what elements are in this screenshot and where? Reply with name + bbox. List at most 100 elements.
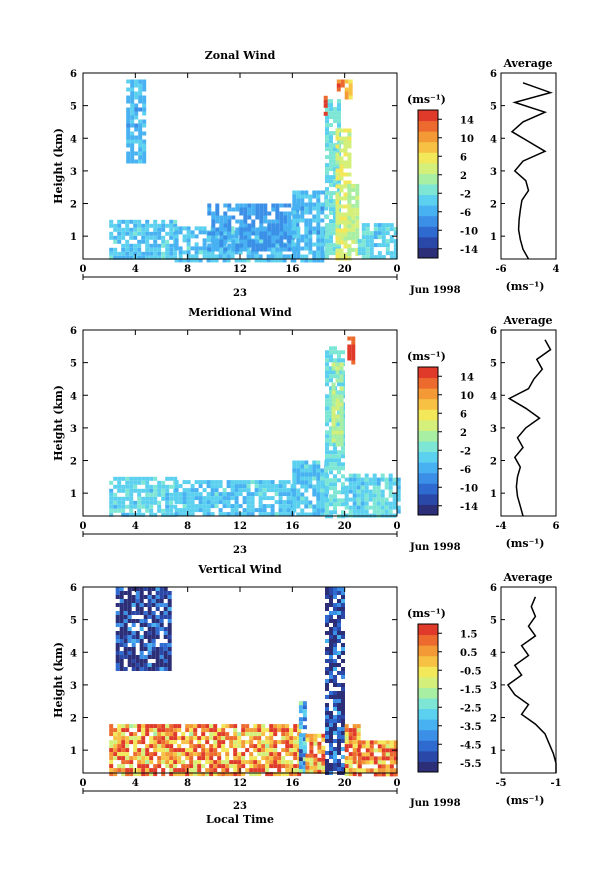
- heatmap-cell: [329, 747, 333, 751]
- heatmap-cell: [246, 484, 251, 489]
- heatmap-cell: [356, 736, 361, 741]
- heatmap-cell: [155, 607, 160, 611]
- heatmap-cell: [348, 91, 353, 96]
- meridional-wind-profile-title: Average: [502, 314, 552, 327]
- heatmap-cell: [325, 751, 329, 755]
- heatmap-cell: [388, 493, 393, 498]
- heatmap-cell: [174, 508, 179, 513]
- heatmap-cell: [215, 227, 220, 232]
- heatmap-cell: [325, 458, 329, 463]
- heatmap-cell: [333, 498, 337, 503]
- heatmap-cell: [254, 488, 259, 493]
- heatmap-cell: [300, 206, 305, 211]
- colorbar-swatch: [418, 761, 438, 773]
- heatmap-cell: [325, 623, 329, 627]
- heatmap-cell: [341, 691, 345, 695]
- heatmap-cell: [275, 235, 280, 240]
- heatmap-cell: [121, 744, 126, 749]
- heatmap-cell: [230, 512, 235, 517]
- heatmap-cell: [348, 485, 353, 490]
- heatmap-cell: [333, 350, 337, 355]
- heatmap-cell: [341, 695, 345, 699]
- profile-y-tick-label: 3: [490, 167, 497, 178]
- heatmap-cell: [263, 239, 268, 244]
- heatmap-cell: [321, 761, 326, 766]
- heatmap-cell: [205, 752, 210, 757]
- heatmap-cell: [109, 748, 114, 753]
- heatmap-cell: [119, 667, 124, 671]
- x-tick-label: 8: [184, 778, 191, 789]
- heatmap-cell: [151, 631, 156, 635]
- heatmap-cell: [389, 251, 394, 256]
- heatmap-cell: [113, 508, 118, 513]
- heatmap-cell: [113, 740, 118, 745]
- heatmap-cell: [341, 671, 345, 675]
- colorbar-tick-label: 10: [460, 391, 474, 402]
- heatmap-cell: [335, 220, 340, 225]
- heatmap-cell: [161, 255, 166, 260]
- heatmap-cell: [333, 619, 337, 623]
- x-tick-label: 12: [233, 264, 247, 275]
- heatmap-cell: [337, 470, 341, 475]
- heatmap-cell: [255, 207, 260, 212]
- profile-x-tick-label: 4: [553, 264, 560, 275]
- heatmap-cell: [197, 764, 202, 769]
- heatmap-cell: [129, 760, 134, 765]
- heatmap-cell: [300, 254, 305, 259]
- heatmap-cell: [163, 635, 168, 639]
- heatmap-cell: [270, 258, 275, 263]
- heatmap-cell: [153, 732, 158, 737]
- heatmap-cell: [113, 736, 118, 741]
- heatmap-cell: [317, 769, 322, 774]
- heatmap-cell: [211, 219, 216, 224]
- heatmap-cell: [222, 488, 227, 493]
- heatmap-cell: [142, 143, 147, 148]
- heatmap-cell: [141, 760, 146, 765]
- heatmap-cell: [389, 768, 394, 773]
- heatmap-cell: [304, 500, 309, 505]
- heatmap-cell: [121, 227, 126, 232]
- heatmap-cell: [347, 132, 352, 137]
- heatmap-cell: [292, 468, 297, 473]
- heatmap-cell: [325, 687, 329, 691]
- heatmap-cell: [384, 481, 389, 486]
- heatmap-cell: [348, 764, 353, 769]
- heatmap-cell: [198, 226, 203, 231]
- heatmap-cell: [147, 611, 152, 615]
- heatmap-cell: [257, 724, 262, 729]
- heatmap-cell: [356, 497, 361, 502]
- heatmap-cell: [167, 639, 172, 643]
- profile-y-tick-label: 2: [490, 714, 497, 725]
- heatmap-cell: [285, 744, 290, 749]
- heatmap-cell: [325, 647, 329, 651]
- heatmap-cell: [127, 595, 132, 599]
- heatmap-cell: [109, 251, 114, 256]
- heatmap-cell: [286, 500, 291, 505]
- heatmap-cell: [329, 494, 333, 499]
- heatmap-cell: [169, 732, 174, 737]
- heatmap-cell: [343, 136, 348, 141]
- heatmap-cell: [286, 504, 291, 509]
- heatmap-cell: [167, 603, 172, 607]
- heatmap-cell: [329, 679, 333, 683]
- heatmap-cell: [142, 83, 147, 88]
- heatmap-cell: [329, 139, 333, 144]
- heatmap-cell: [356, 724, 361, 729]
- heatmap-cell: [309, 733, 314, 738]
- heatmap-cell: [283, 247, 288, 252]
- heatmap-cell: [337, 163, 341, 168]
- heatmap-cell: [325, 243, 329, 248]
- heatmap-cell: [266, 496, 271, 501]
- heatmap-cell: [348, 768, 353, 773]
- heatmap-cell: [157, 740, 162, 745]
- heatmap-cell: [261, 728, 266, 733]
- heatmap-cell: [333, 643, 337, 647]
- heatmap-cell: [341, 615, 345, 619]
- heatmap-cell: [201, 772, 206, 777]
- heatmap-cell: [113, 227, 118, 232]
- heatmap-cell: [329, 390, 333, 395]
- heatmap-cell: [127, 591, 132, 595]
- heatmap-cell: [369, 251, 374, 256]
- heatmap-cell: [325, 251, 329, 256]
